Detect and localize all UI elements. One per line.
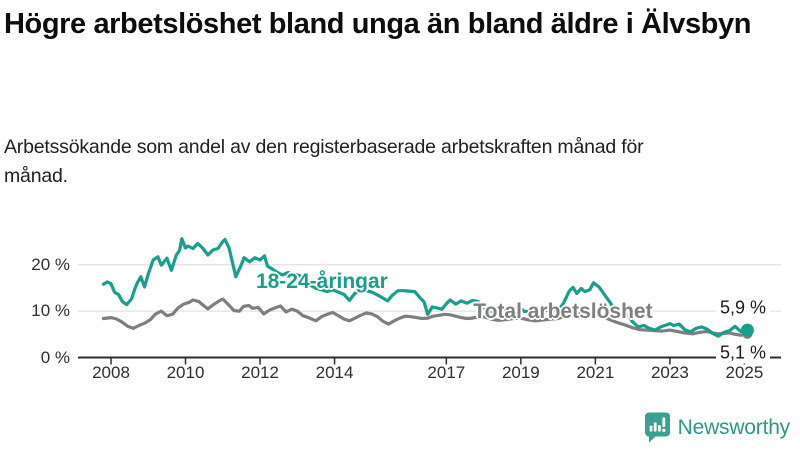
- newsworthy-speech-bubble-icon: [644, 412, 670, 443]
- end-value-label: 5,9 %: [715, 297, 770, 318]
- x-tick-label: 2025: [725, 363, 764, 382]
- series-end-dot-18-24-åringar: [740, 323, 754, 337]
- series-line-18-24-åringar: [101, 237, 750, 338]
- x-tick-label: 2019: [501, 363, 540, 382]
- series-label: 18-24-åringar: [255, 269, 388, 293]
- series-label: Total arbetslöshet: [473, 300, 653, 324]
- x-tick-label: 2014: [315, 363, 354, 382]
- page-subtitle: Arbetssökande som andel av den registerb…: [4, 136, 644, 188]
- y-tick-label: 10 %: [31, 301, 70, 321]
- x-tick-label: 2012: [241, 363, 279, 382]
- newsworthy-wordmark: Newsworthy: [677, 415, 791, 439]
- x-tick-label: 2017: [427, 363, 466, 382]
- x-tick-label: 2023: [650, 363, 689, 382]
- newsworthy-logo[interactable]: Newsworthy: [644, 412, 790, 443]
- x-tick-label: 2008: [92, 363, 130, 382]
- y-tick-label: 20 %: [31, 254, 70, 274]
- x-tick-label: 2010: [166, 363, 205, 382]
- series-line-Total arbetslöshet: [101, 297, 750, 337]
- x-tick-label: 2021: [576, 363, 615, 382]
- y-tick-label: 0 %: [40, 347, 70, 367]
- end-value-label: 5,1 %: [715, 342, 770, 364]
- page-title: Högre arbetslöshet bland unga än bland ä…: [4, 8, 752, 40]
